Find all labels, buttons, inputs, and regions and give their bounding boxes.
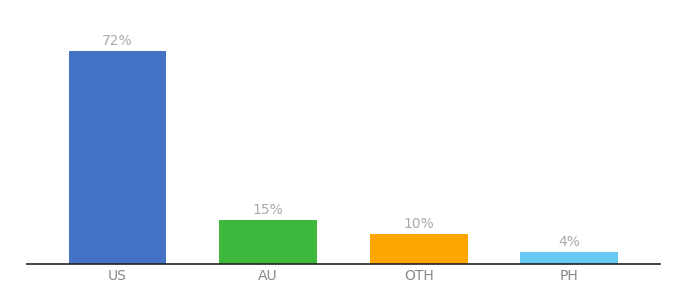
Bar: [520, 252, 618, 264]
Bar: [69, 51, 167, 264]
Text: 4%: 4%: [558, 235, 580, 249]
Text: 72%: 72%: [102, 34, 133, 48]
Bar: [219, 220, 317, 264]
Text: 10%: 10%: [403, 218, 434, 231]
Text: 15%: 15%: [253, 202, 284, 217]
Bar: [370, 234, 468, 264]
